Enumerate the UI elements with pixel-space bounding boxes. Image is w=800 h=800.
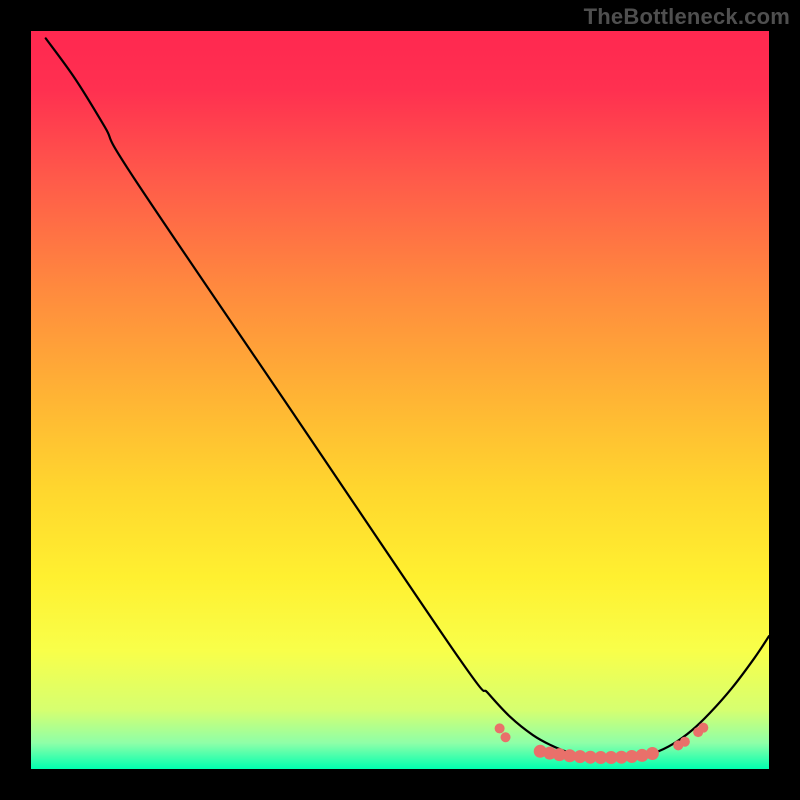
bottleneck-curve-plot [31, 31, 769, 769]
chart-frame: TheBottleneck.com [0, 0, 800, 800]
marker-point [680, 737, 690, 747]
watermark-text: TheBottleneck.com [584, 4, 790, 30]
gradient-background [31, 31, 769, 769]
marker-point [501, 732, 511, 742]
marker-point [646, 747, 659, 760]
plot-svg [31, 31, 769, 769]
marker-point [495, 723, 505, 733]
marker-point [698, 723, 708, 733]
